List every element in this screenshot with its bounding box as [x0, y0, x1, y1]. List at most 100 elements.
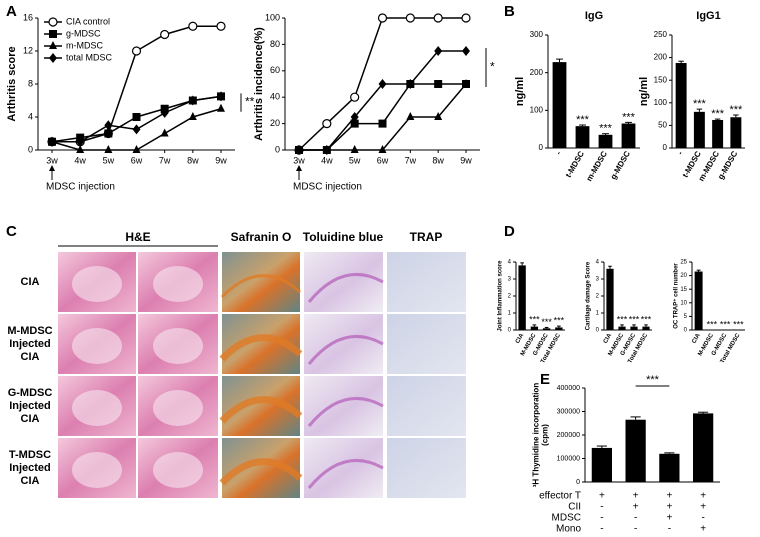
row-label: T-MDSC — [9, 449, 51, 461]
condition-label: MDSC — [552, 513, 581, 524]
tissue — [153, 452, 203, 488]
condition-sign: + — [700, 524, 706, 535]
condition-sign: - — [668, 524, 671, 535]
y-axis-label: ³H Thymidine incorporation — [532, 383, 541, 488]
legend-label: total MDSC — [66, 52, 113, 62]
significance: *** — [711, 108, 725, 120]
condition-sign: + — [633, 502, 639, 513]
tissue — [153, 266, 203, 302]
significance: *** — [541, 317, 552, 327]
marker — [104, 145, 113, 153]
y-axis-label: ng/ml — [514, 77, 526, 106]
y-tick-label: 4 — [28, 111, 33, 121]
y-axis-label: Cartilage damage Score — [586, 261, 592, 330]
row-label: G-MDSC — [8, 387, 53, 399]
y-tick-label: 250 — [654, 30, 668, 39]
condition-sign: - — [600, 513, 603, 524]
stained-band — [307, 273, 384, 303]
stained-band — [307, 459, 384, 489]
x-tick-label: 6w — [377, 155, 389, 165]
x-tick-label: 3w — [46, 155, 58, 165]
condition-label: effector T — [539, 491, 581, 502]
bar — [606, 268, 614, 330]
y-tick-label: 10 — [680, 300, 687, 306]
row-label: M-MDSC — [7, 325, 52, 337]
bar — [555, 327, 563, 330]
panel-letter: E — [540, 371, 550, 388]
histology-image — [304, 376, 383, 436]
y-tick-label: 300000 — [557, 408, 580, 415]
condition-sign: + — [666, 491, 672, 502]
y-tick-label: 4 — [596, 260, 600, 266]
marker — [217, 91, 225, 102]
y-tick-label: 1 — [596, 311, 600, 317]
marker — [48, 136, 56, 147]
y-tick-label: 0 — [508, 328, 512, 334]
row-label: Injected — [9, 400, 51, 412]
condition-sign: - — [634, 524, 637, 535]
y-tick-label: 100 — [265, 12, 280, 22]
marker — [104, 129, 113, 138]
y-tick-label: 100 — [654, 98, 668, 107]
bar — [598, 134, 613, 148]
marker — [295, 145, 303, 155]
row-label: Injected — [9, 462, 51, 474]
x-tick-label: m-MDSC — [585, 149, 610, 183]
marker — [132, 124, 141, 135]
bar — [693, 413, 714, 482]
condition-sign: + — [599, 491, 605, 502]
marker — [104, 120, 113, 131]
marker — [217, 103, 225, 112]
y-tick-label: 0 — [596, 328, 600, 334]
y-tick-label: 2 — [508, 294, 512, 300]
row-label: CIA — [21, 413, 40, 425]
marker — [350, 112, 359, 122]
histology-image — [387, 376, 466, 436]
y-tick-label: 5 — [684, 314, 688, 320]
x-tick-label: 8w — [432, 155, 444, 165]
marker — [406, 112, 415, 120]
chart-title: IgG — [585, 10, 603, 22]
bar — [712, 119, 724, 148]
tissue — [72, 452, 122, 488]
significance: *** — [629, 314, 640, 324]
x-tick-label: 5w — [349, 155, 361, 165]
y-tick-label: 40 — [270, 92, 280, 102]
tissue — [153, 390, 203, 426]
x-tick-label: 8w — [187, 155, 199, 165]
marker — [76, 145, 85, 153]
y-tick-label: 12 — [23, 45, 33, 55]
marker — [188, 95, 197, 106]
x-tick-label: 5w — [103, 155, 115, 165]
y-tick-label: 20 — [680, 273, 687, 279]
row-label: CIA — [21, 351, 40, 363]
legend-marker — [49, 53, 57, 63]
arrow-head — [49, 165, 55, 171]
significance: *** — [720, 319, 731, 329]
marker — [350, 145, 359, 153]
histology-image — [304, 314, 383, 374]
series-line — [299, 83, 466, 151]
stained-band — [307, 397, 384, 427]
tissue — [72, 390, 122, 426]
marker — [188, 112, 197, 120]
y-tick-label: 3 — [508, 277, 512, 283]
significance: *** — [707, 319, 718, 329]
significance: *** — [529, 314, 540, 324]
panel-letter: D — [504, 223, 515, 240]
y-tick-label: 1 — [508, 311, 512, 317]
cartilage-band — [219, 396, 303, 424]
significance: *** — [554, 315, 565, 325]
condition-label: Mono — [556, 524, 581, 535]
bar — [575, 126, 590, 148]
cartilage-band — [219, 334, 303, 362]
condition-sign: - — [634, 513, 637, 524]
y-tick-label: 0 — [539, 143, 544, 152]
histology-image — [304, 438, 383, 498]
bar — [518, 265, 526, 330]
condition-sign: - — [701, 513, 704, 524]
bar — [642, 326, 650, 330]
legend-marker — [48, 17, 58, 27]
marker — [377, 13, 388, 23]
y-axis-label: Arthritis incidence(%) — [253, 27, 265, 141]
